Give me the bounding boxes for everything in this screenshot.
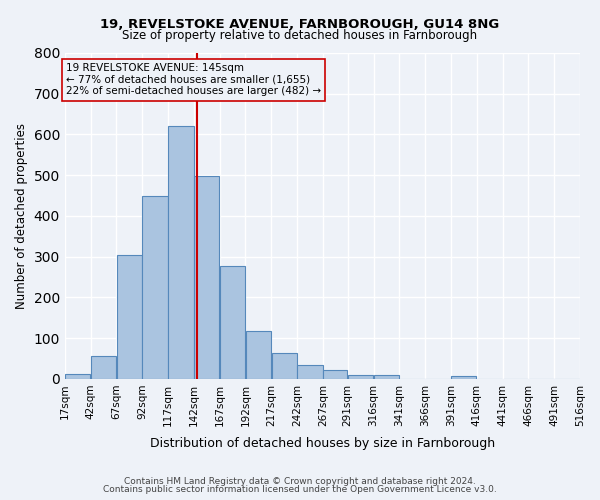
Text: Size of property relative to detached houses in Farnborough: Size of property relative to detached ho… xyxy=(122,29,478,42)
Bar xyxy=(65,374,91,379)
Bar xyxy=(246,331,271,379)
Bar xyxy=(348,375,373,379)
Bar xyxy=(272,353,297,379)
Bar xyxy=(194,176,220,379)
Bar xyxy=(91,356,116,379)
Bar xyxy=(298,364,323,379)
Bar xyxy=(374,375,399,379)
X-axis label: Distribution of detached houses by size in Farnborough: Distribution of detached houses by size … xyxy=(150,437,495,450)
Bar xyxy=(220,266,245,379)
Y-axis label: Number of detached properties: Number of detached properties xyxy=(15,123,28,309)
Bar xyxy=(142,196,168,379)
Bar xyxy=(116,254,142,379)
Text: 19, REVELSTOKE AVENUE, FARNBOROUGH, GU14 8NG: 19, REVELSTOKE AVENUE, FARNBOROUGH, GU14… xyxy=(100,18,500,30)
Bar xyxy=(451,376,476,379)
Text: Contains public sector information licensed under the Open Government Licence v3: Contains public sector information licen… xyxy=(103,485,497,494)
Bar xyxy=(168,126,194,379)
Text: 19 REVELSTOKE AVENUE: 145sqm
← 77% of detached houses are smaller (1,655)
22% of: 19 REVELSTOKE AVENUE: 145sqm ← 77% of de… xyxy=(66,63,321,96)
Text: Contains HM Land Registry data © Crown copyright and database right 2024.: Contains HM Land Registry data © Crown c… xyxy=(124,477,476,486)
Bar xyxy=(323,370,347,379)
